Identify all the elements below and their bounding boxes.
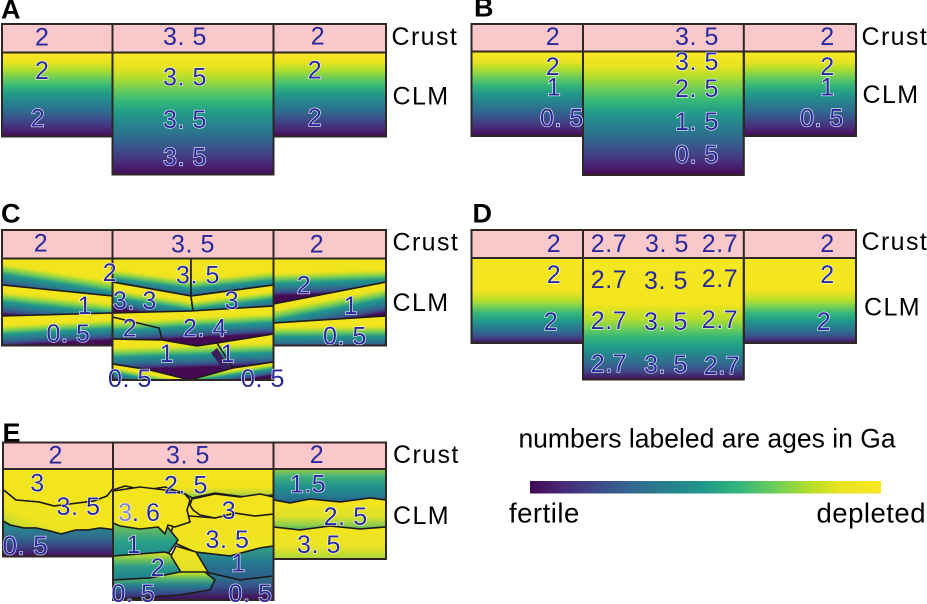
svg-text:0. 5: 0. 5 <box>108 365 152 393</box>
svg-text:C: C <box>1 199 21 229</box>
svg-text:1.5: 1.5 <box>290 471 327 499</box>
svg-text:2: 2 <box>820 261 835 289</box>
svg-text:3. 3: 3. 3 <box>113 287 157 315</box>
svg-text:2.7: 2.7 <box>591 266 628 294</box>
svg-text:A: A <box>1 0 21 25</box>
svg-text:2.7: 2.7 <box>704 352 741 380</box>
svg-text:2.7: 2.7 <box>591 307 628 335</box>
svg-text:2: 2 <box>820 23 835 51</box>
svg-text:3. 5: 3. 5 <box>57 493 101 521</box>
svg-text:0. 5: 0. 5 <box>800 105 844 133</box>
svg-text:Crust: Crust <box>862 23 927 51</box>
svg-text:CLM: CLM <box>393 289 450 317</box>
svg-text:2: 2 <box>817 308 832 336</box>
svg-text:2: 2 <box>34 230 49 258</box>
svg-text:2: 2 <box>308 57 323 85</box>
svg-text:numbers labeled are ages in Ga: numbers labeled are ages in Ga <box>518 423 895 453</box>
svg-text:2: 2 <box>151 554 166 582</box>
svg-text:2. 4: 2. 4 <box>183 315 227 343</box>
svg-text:0. 5: 0. 5 <box>111 580 155 604</box>
svg-text:0. 5: 0. 5 <box>228 580 272 604</box>
svg-text:3. 5: 3. 5 <box>163 64 207 92</box>
svg-text:3. 5: 3. 5 <box>171 231 215 259</box>
svg-text:3. 5: 3. 5 <box>644 308 688 336</box>
svg-text:2: 2 <box>547 261 562 289</box>
svg-text:Crust: Crust <box>393 229 460 257</box>
svg-text:2: 2 <box>310 441 325 469</box>
svg-text:0. 5: 0. 5 <box>3 531 49 561</box>
svg-text:2: 2 <box>820 53 835 81</box>
svg-text:1. 5: 1. 5 <box>675 108 719 136</box>
svg-text:Crust: Crust <box>393 441 460 469</box>
svg-text:Crust: Crust <box>862 228 927 256</box>
svg-text:1: 1 <box>344 292 359 320</box>
svg-text:0. 5: 0. 5 <box>675 141 719 169</box>
svg-text:0. 5: 0. 5 <box>540 105 584 133</box>
svg-text:CLM: CLM <box>864 294 921 322</box>
svg-text:3. 5: 3. 5 <box>163 23 207 51</box>
svg-text:2: 2 <box>48 442 63 470</box>
svg-text:2.7: 2.7 <box>591 350 628 378</box>
svg-text:3. 5: 3. 5 <box>675 23 719 51</box>
svg-text:3. 5: 3. 5 <box>176 262 220 290</box>
svg-text:2.7: 2.7 <box>702 230 739 258</box>
svg-text:1: 1 <box>160 340 175 368</box>
svg-text:3. 5: 3. 5 <box>205 526 249 554</box>
svg-text:2: 2 <box>310 231 325 259</box>
svg-text:Crust: Crust <box>392 23 459 51</box>
svg-text:2: 2 <box>544 308 559 336</box>
svg-text:3. 5: 3. 5 <box>166 442 210 470</box>
svg-text:1: 1 <box>127 531 142 559</box>
svg-text:1: 1 <box>221 340 236 368</box>
svg-text:0. 5: 0. 5 <box>46 320 90 348</box>
svg-text:2. 5: 2. 5 <box>324 503 368 531</box>
svg-text:1: 1 <box>547 74 562 102</box>
svg-text:CLM: CLM <box>863 81 920 109</box>
svg-text:D: D <box>473 199 493 229</box>
svg-text:1: 1 <box>78 292 93 320</box>
svg-text:depleted: depleted <box>817 498 927 529</box>
svg-text:3: 3 <box>222 497 237 525</box>
svg-text:B: B <box>474 0 494 23</box>
svg-text:2.7: 2.7 <box>702 265 739 293</box>
svg-text:2: 2 <box>820 230 835 258</box>
svg-text:2: 2 <box>546 53 561 81</box>
svg-text:3. 5: 3. 5 <box>163 144 207 172</box>
svg-text:3: 3 <box>225 287 240 315</box>
svg-text:2: 2 <box>103 259 118 287</box>
svg-text:2: 2 <box>123 315 138 343</box>
svg-text:2. 5: 2. 5 <box>164 471 208 499</box>
svg-text:fertile: fertile <box>509 498 580 529</box>
svg-text:2. 5: 2. 5 <box>675 75 719 103</box>
svg-text:1: 1 <box>231 550 246 578</box>
svg-text:E: E <box>3 418 22 448</box>
svg-text:2: 2 <box>31 105 46 133</box>
svg-text:2: 2 <box>547 230 562 258</box>
svg-text:3. 5: 3. 5 <box>644 351 688 379</box>
svg-text:3. 5: 3. 5 <box>675 48 719 76</box>
svg-text:1: 1 <box>820 74 835 102</box>
svg-text:0. 5: 0. 5 <box>323 322 367 350</box>
svg-text:3. 5: 3. 5 <box>645 230 689 258</box>
svg-text:0. 5: 0. 5 <box>241 365 285 393</box>
svg-text:3. 6: 3. 6 <box>118 499 160 527</box>
svg-text:2: 2 <box>308 104 323 132</box>
svg-text:CLM: CLM <box>393 502 450 530</box>
svg-text:2.7: 2.7 <box>591 230 628 258</box>
svg-text:3. 5: 3. 5 <box>644 267 688 295</box>
svg-text:2.7: 2.7 <box>702 306 739 334</box>
svg-text:2: 2 <box>311 23 326 51</box>
svg-text:2: 2 <box>35 57 50 85</box>
svg-text:CLM: CLM <box>393 83 450 111</box>
svg-text:3. 5: 3. 5 <box>297 531 341 559</box>
svg-text:3: 3 <box>30 470 45 498</box>
svg-text:3. 5: 3. 5 <box>163 106 207 134</box>
svg-text:2: 2 <box>546 23 561 51</box>
svg-text:2: 2 <box>35 24 50 52</box>
svg-text:2: 2 <box>297 272 312 300</box>
